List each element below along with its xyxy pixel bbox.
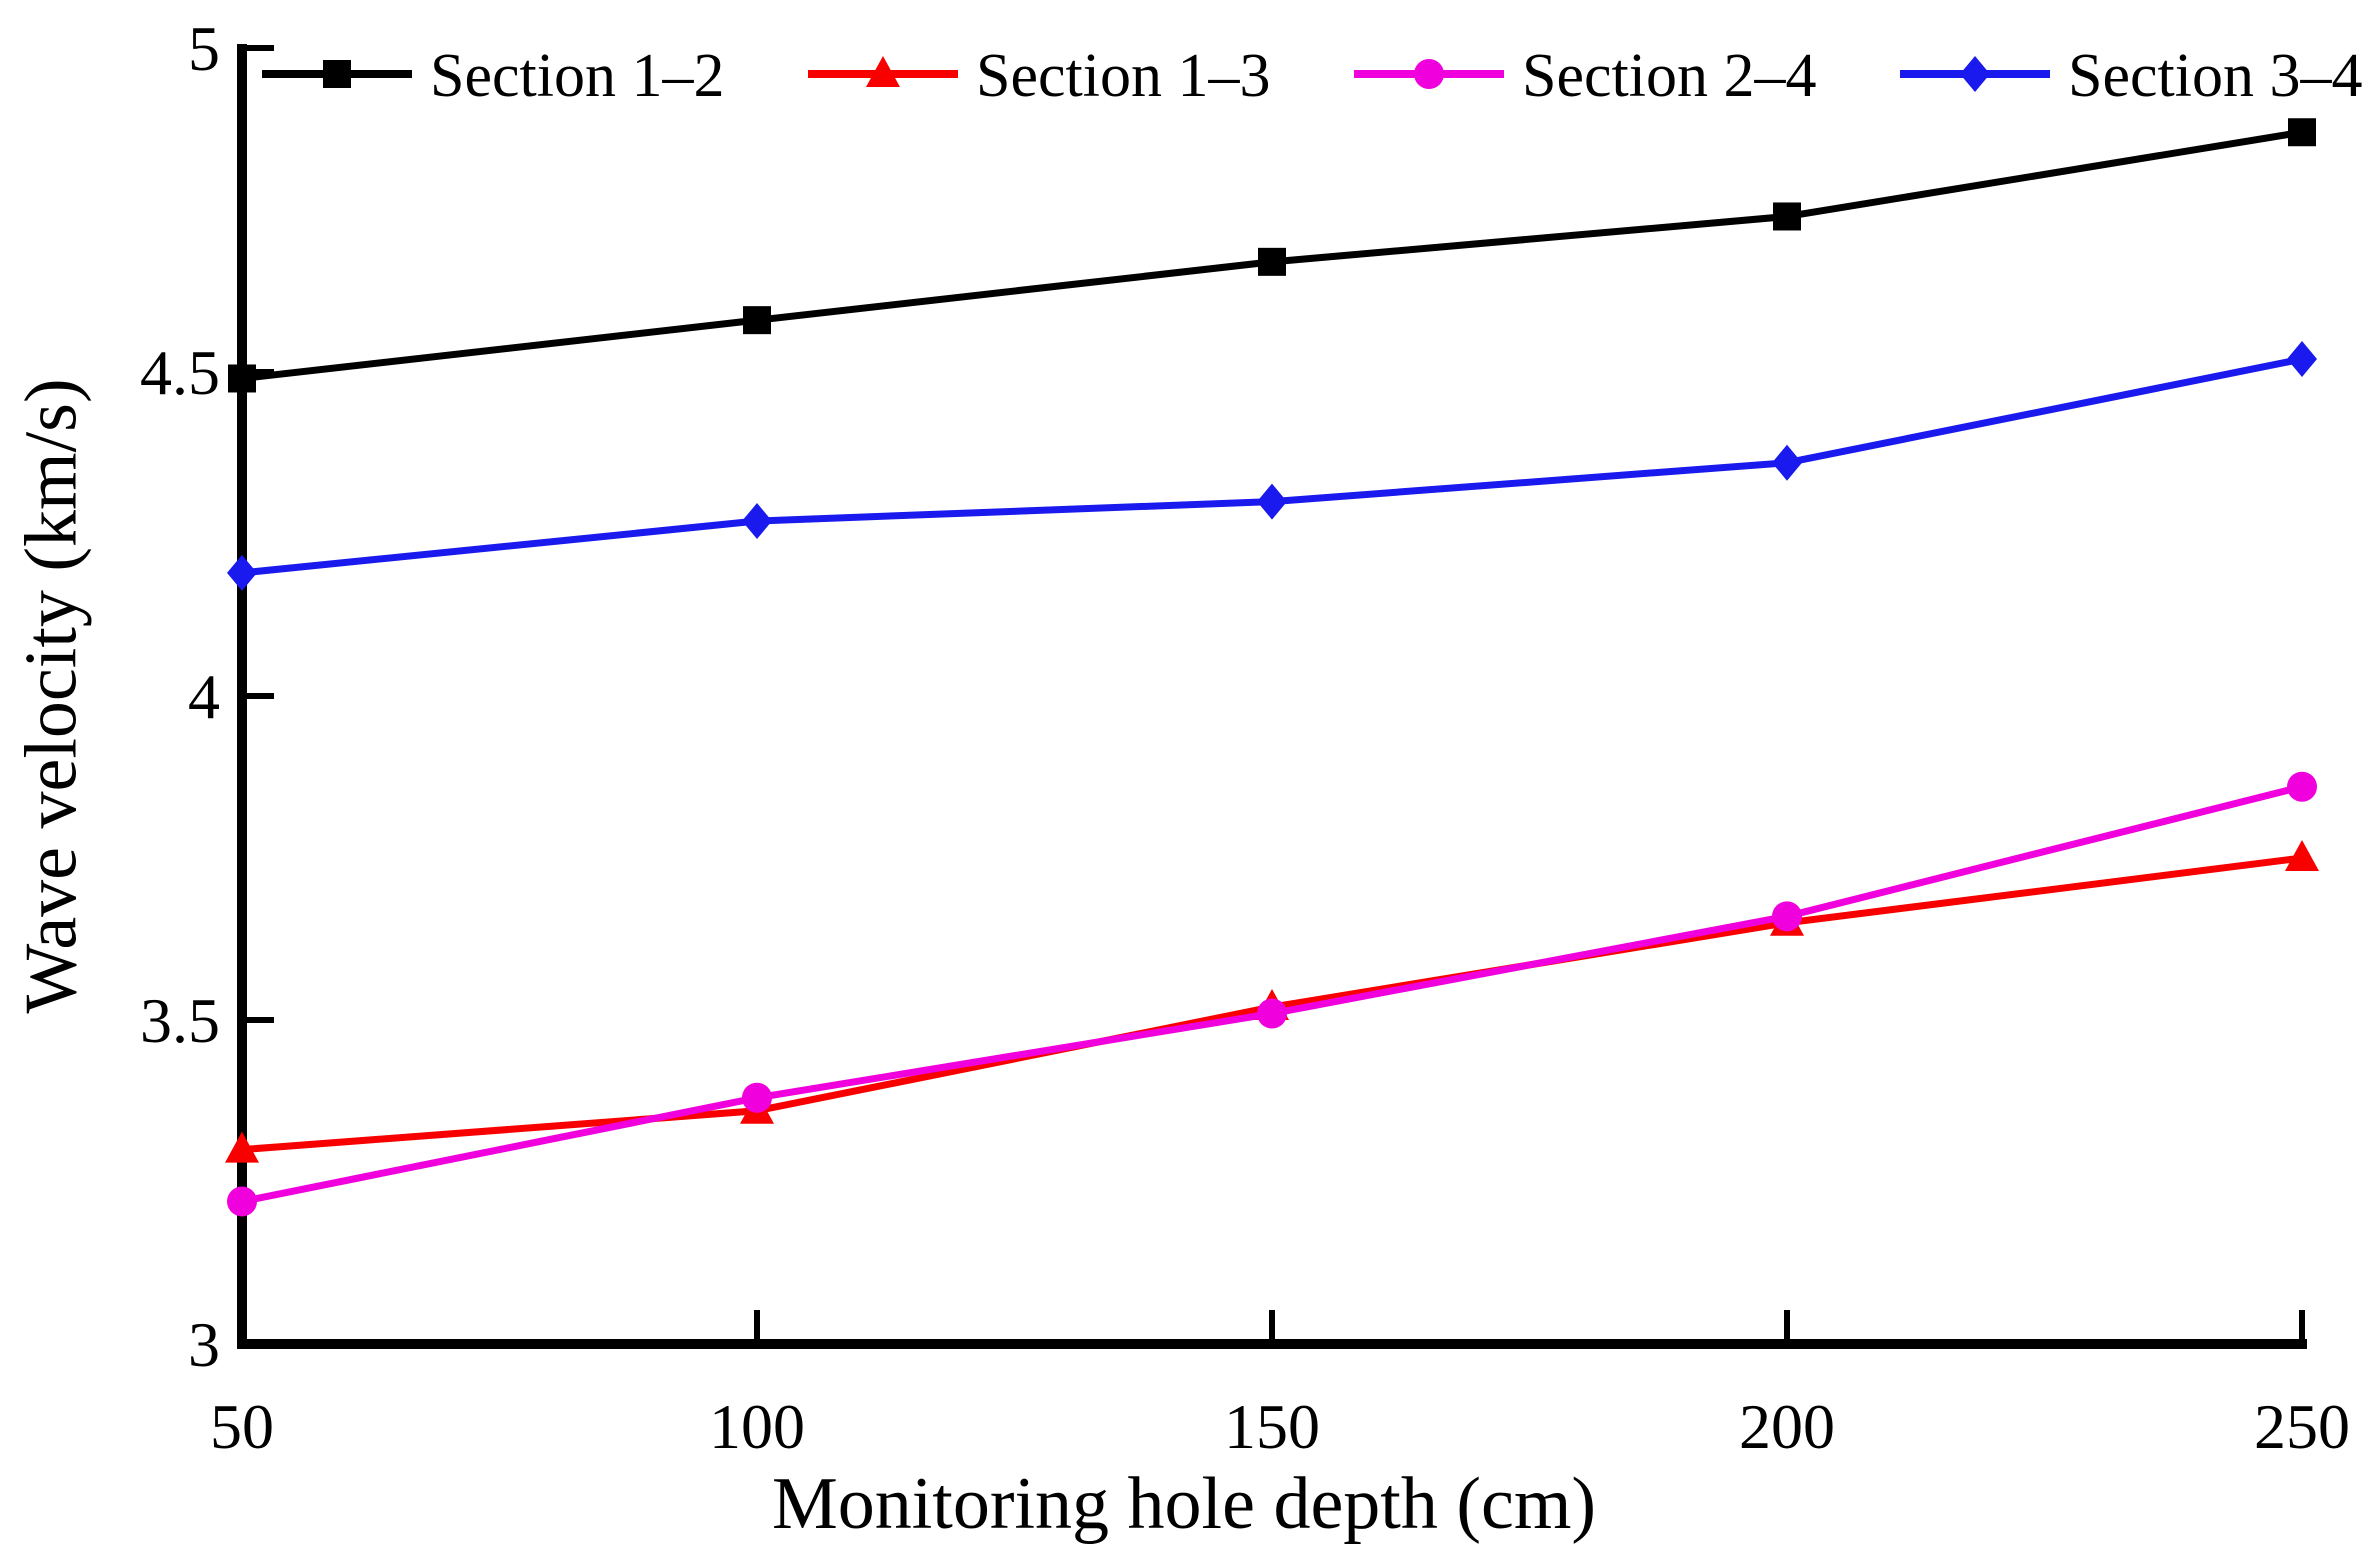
legend-triangle-marker-icon bbox=[866, 56, 900, 87]
data-point-triangle-marker bbox=[225, 1131, 259, 1163]
legend-item-label: Section 1–2 bbox=[430, 42, 724, 110]
data-point-square-marker bbox=[1773, 202, 1801, 231]
y-tick-label: 3 bbox=[188, 1309, 220, 1380]
x-tick-label: 150 bbox=[1224, 1391, 1320, 1462]
y-tick-label: 5 bbox=[188, 13, 220, 84]
series-line-section-3-4 bbox=[238, 355, 2306, 577]
data-point-circle-marker bbox=[1772, 901, 1802, 932]
data-point-triangle-marker bbox=[2285, 840, 2319, 871]
data-point-circle-marker bbox=[742, 1082, 772, 1113]
legend-item-label: Section 2–4 bbox=[1522, 42, 1816, 110]
y-tick-label: 3.5 bbox=[140, 985, 220, 1056]
x-tick-label: 250 bbox=[2254, 1391, 2350, 1462]
data-point-circle-marker bbox=[227, 1186, 257, 1217]
legend-square-marker-icon bbox=[323, 60, 351, 88]
x-tick-label: 50 bbox=[210, 1391, 274, 1462]
y-tick-label: 4 bbox=[188, 661, 220, 732]
y-tick-label: 4.5 bbox=[140, 337, 220, 408]
data-point-diamond-marker bbox=[742, 503, 772, 540]
x-tick-label: 200 bbox=[1739, 1391, 1835, 1462]
data-point-diamond-marker bbox=[1772, 444, 1802, 481]
legend-circle-marker-icon bbox=[1414, 59, 1444, 89]
data-point-square-marker bbox=[1258, 247, 1286, 276]
data-point-circle-marker bbox=[1257, 998, 1287, 1029]
y-axis-title: Wave velocity (km/s) bbox=[10, 378, 93, 1014]
data-point-square-marker bbox=[228, 364, 256, 393]
data-point-square-marker bbox=[2288, 118, 2316, 147]
legend-item-label: Section 1–3 bbox=[976, 42, 1270, 110]
legend-item-label: Section 3–4 bbox=[2068, 42, 2362, 110]
data-point-diamond-marker bbox=[1257, 483, 1287, 520]
data-point-circle-marker bbox=[2287, 771, 2317, 802]
x-tick-label: 100 bbox=[709, 1391, 805, 1462]
legend-diamond-marker-icon bbox=[1960, 56, 1990, 92]
data-point-diamond-marker bbox=[227, 554, 257, 591]
data-point-diamond-marker bbox=[2287, 341, 2317, 378]
data-point-square-marker bbox=[743, 306, 771, 335]
x-axis-title: Monitoring hole depth (cm) bbox=[771, 1463, 1597, 1545]
